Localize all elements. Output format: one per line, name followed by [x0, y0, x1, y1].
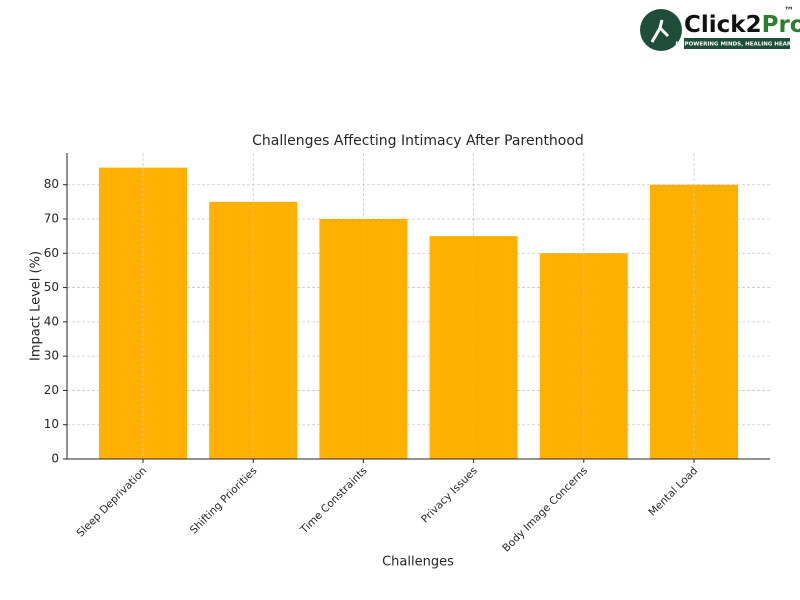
x-tick-label: Time Constraints — [298, 465, 370, 537]
y-axis-label: Impact Level (%) — [29, 251, 44, 361]
logo-text: Click2Pro — [684, 12, 800, 38]
logo-brand: Click2 — [684, 12, 762, 38]
y-tick-label: 50 — [44, 280, 59, 294]
y-tick-label: 40 — [44, 314, 59, 328]
y-tick-label: 20 — [44, 383, 59, 397]
logo: Click2Pro ™ EMPOWERING MINDS, HEALING HE… — [640, 6, 800, 51]
logo-tagline: EMPOWERING MINDS, HEALING HEARTS — [675, 42, 798, 48]
logo-tagline-bg — [684, 38, 790, 49]
chart-title: Challenges Affecting Intimacy After Pare… — [252, 133, 584, 149]
logo-brand: Pro — [762, 12, 800, 38]
y-tick-label: 30 — [44, 349, 59, 363]
x-tick-label: Privacy Issues — [419, 465, 480, 526]
logo-tm: ™ — [784, 6, 794, 17]
y-tick-label: 80 — [44, 177, 59, 191]
x-tick-label: Sleep Deprivation — [74, 465, 149, 540]
logo-icon-mark — [650, 19, 670, 43]
x-tick-label: Body Image Concerns — [500, 465, 590, 555]
y-tick-label: 0 — [51, 452, 59, 466]
x-tick-label: Shifting Priorities — [188, 465, 260, 537]
y-tick-label: 60 — [44, 246, 59, 260]
x-axis-label: Challenges — [382, 555, 454, 570]
y-tick-label: 10 — [44, 417, 59, 431]
y-tick-label: 70 — [44, 212, 59, 226]
x-tick-label: Mental Load — [646, 465, 700, 519]
